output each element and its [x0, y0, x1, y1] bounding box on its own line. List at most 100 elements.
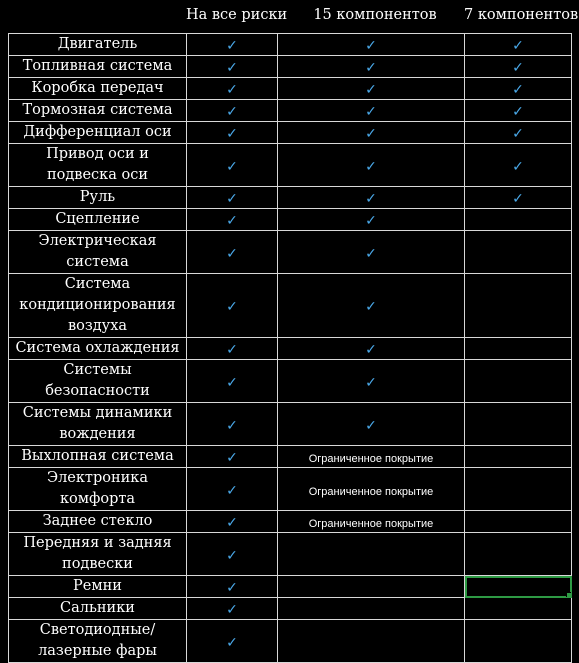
table-row: Передняя и задняя подвески ✓ — [8, 532, 572, 576]
coverage-cell-2[interactable]: ✓ — [277, 99, 465, 122]
coverage-cell-3[interactable]: ✓ — [464, 121, 572, 144]
coverage-cell-3[interactable] — [464, 532, 572, 576]
coverage-cell-2[interactable]: ✓ — [277, 359, 465, 403]
coverage-cell-1[interactable]: ✓ — [186, 619, 278, 663]
coverage-cell-1[interactable]: ✓ — [186, 55, 278, 78]
checkmark-icon: ✓ — [226, 342, 238, 358]
coverage-cell-2[interactable]: ✓ — [277, 55, 465, 78]
coverage-cell-2[interactable] — [277, 619, 465, 663]
checkmark-icon: ✓ — [512, 126, 524, 142]
coverage-cell-1[interactable]: ✓ — [186, 143, 278, 187]
component-name: Руль — [79, 189, 116, 205]
component-name-cell[interactable]: Привод оси и подвеска оси — [8, 143, 187, 187]
coverage-cell-2[interactable]: Ограниченное покрытие — [277, 445, 465, 468]
coverage-cell-1[interactable]: ✓ — [186, 337, 278, 360]
coverage-cell-3[interactable] — [464, 597, 572, 620]
coverage-cell-2[interactable]: ✓ — [277, 402, 465, 446]
component-name-cell[interactable]: Системы динамики вождения — [8, 402, 187, 446]
coverage-cell-2[interactable]: ✓ — [277, 121, 465, 144]
coverage-cell-2[interactable]: ✓ — [277, 77, 465, 100]
coverage-cell-3[interactable] — [464, 467, 572, 511]
coverage-cell-1[interactable]: ✓ — [186, 510, 278, 533]
coverage-cell-3[interactable]: ✓ — [464, 186, 572, 209]
component-name-cell[interactable]: Электроника комфорта — [8, 467, 187, 511]
coverage-cell-3[interactable] — [464, 402, 572, 446]
component-name-cell[interactable]: Коробка передач — [8, 77, 187, 100]
component-name-cell[interactable]: Сцепление — [8, 208, 187, 231]
coverage-cell-1[interactable]: ✓ — [186, 575, 278, 598]
table-row: Электроника комфорта ✓ Ограниченное покрыт… — [8, 467, 572, 511]
coverage-cell-3[interactable]: ✓ — [464, 55, 572, 78]
component-name-cell[interactable]: Дифференциал оси — [8, 121, 187, 144]
component-name: Светодиодные/лазерные фары — [38, 622, 157, 659]
coverage-cell-3[interactable]: ✓ — [464, 99, 572, 122]
coverage-cell-2[interactable]: ✓ — [277, 230, 465, 274]
coverage-cell-1[interactable]: ✓ — [186, 467, 278, 511]
coverage-cell-3[interactable] — [464, 359, 572, 403]
coverage-cell-1[interactable]: ✓ — [186, 121, 278, 144]
component-name-cell[interactable]: Система кондиционирования воздуха — [8, 273, 187, 338]
table-row: Двигатель ✓ ✓ ✓ — [8, 33, 572, 56]
coverage-cell-3[interactable]: ✓ — [464, 77, 572, 100]
limited-coverage-label: Ограниченное покрытие — [308, 453, 434, 465]
coverage-cell-2[interactable]: ✓ — [277, 186, 465, 209]
table-row: Привод оси и подвеска оси ✓ ✓ ✓ — [8, 143, 572, 187]
component-name-cell[interactable]: Передняя и задняя подвески — [8, 532, 187, 576]
coverage-cell-2[interactable] — [277, 597, 465, 620]
coverage-cell-2[interactable]: ✓ — [277, 208, 465, 231]
component-name-cell[interactable]: Система охлаждения — [8, 337, 187, 360]
component-name-cell[interactable]: Светодиодные/лазерные фары — [8, 619, 187, 663]
limited-coverage-label: Ограниченное покрытие — [308, 485, 434, 498]
component-name-cell[interactable]: Ремни — [8, 575, 187, 598]
component-name-cell[interactable]: Заднее стекло — [8, 510, 187, 533]
coverage-cell-3[interactable] — [464, 510, 572, 533]
coverage-cell-3[interactable]: ✓ — [464, 33, 572, 56]
checkmark-icon: ✓ — [512, 158, 524, 175]
coverage-cell-1[interactable]: ✓ — [186, 445, 278, 468]
coverage-cell-3[interactable] — [464, 619, 572, 663]
coverage-cell-1[interactable]: ✓ — [186, 532, 278, 576]
table-row: Коробка передач ✓ ✓ ✓ — [8, 77, 572, 100]
component-name-cell[interactable]: Электрическая система — [8, 230, 187, 274]
component-name: Системы динамики вождения — [22, 405, 173, 442]
coverage-cell-1[interactable]: ✓ — [186, 99, 278, 122]
component-name-cell[interactable]: Двигатель — [8, 33, 187, 56]
coverage-cell-1[interactable]: ✓ — [186, 186, 278, 209]
checkmark-icon: ✓ — [365, 82, 377, 98]
coverage-cell-1[interactable]: ✓ — [186, 33, 278, 56]
checkmark-icon: ✓ — [365, 245, 377, 262]
coverage-cell-2[interactable]: Ограниченное покрытие — [277, 467, 465, 511]
coverage-cell-2[interactable]: ✓ — [277, 143, 465, 187]
coverage-cell-1[interactable]: ✓ — [186, 597, 278, 620]
coverage-cell-2[interactable]: ✓ — [277, 273, 465, 338]
coverage-cell-1[interactable]: ✓ — [186, 230, 278, 274]
coverage-cell-1[interactable]: ✓ — [186, 273, 278, 338]
coverage-cell-3[interactable] — [464, 445, 572, 468]
component-name-cell[interactable]: Системы безопасности — [8, 359, 187, 403]
component-name-cell[interactable]: Сальники — [8, 597, 187, 620]
selected-cell[interactable] — [464, 575, 572, 598]
coverage-cell-2[interactable]: ✓ — [277, 337, 465, 360]
coverage-cell-3[interactable] — [464, 337, 572, 360]
coverage-cell-3[interactable] — [464, 230, 572, 274]
component-name-cell[interactable]: Выхлопная система — [8, 445, 187, 468]
coverage-cell-2[interactable]: ✓ — [277, 33, 465, 56]
component-name-cell[interactable]: Топливная система — [8, 55, 187, 78]
coverage-cell-1[interactable]: ✓ — [186, 402, 278, 446]
coverage-cell-3[interactable] — [464, 273, 572, 338]
coverage-cell-3[interactable]: ✓ — [464, 143, 572, 187]
coverage-cell-1[interactable]: ✓ — [186, 359, 278, 403]
table-row: Система кондиционирования воздуха ✓ ✓ — [8, 273, 572, 338]
checkmark-icon: ✓ — [365, 158, 377, 175]
coverage-cell-1[interactable]: ✓ — [186, 77, 278, 100]
component-name-cell[interactable]: Тормозная система — [8, 99, 187, 122]
coverage-cell-2[interactable] — [277, 532, 465, 576]
component-name-cell[interactable]: Руль — [8, 186, 187, 209]
coverage-cell-2[interactable]: Ограниченное покрытие — [277, 510, 465, 533]
fill-handle[interactable] — [566, 592, 571, 597]
coverage-cell-3[interactable] — [464, 208, 572, 231]
coverage-cell-2[interactable] — [277, 575, 465, 598]
component-name: Система кондиционирования воздуха — [19, 276, 176, 334]
coverage-cell-1[interactable]: ✓ — [186, 208, 278, 231]
table-row: Руль ✓ ✓ ✓ — [8, 186, 572, 209]
